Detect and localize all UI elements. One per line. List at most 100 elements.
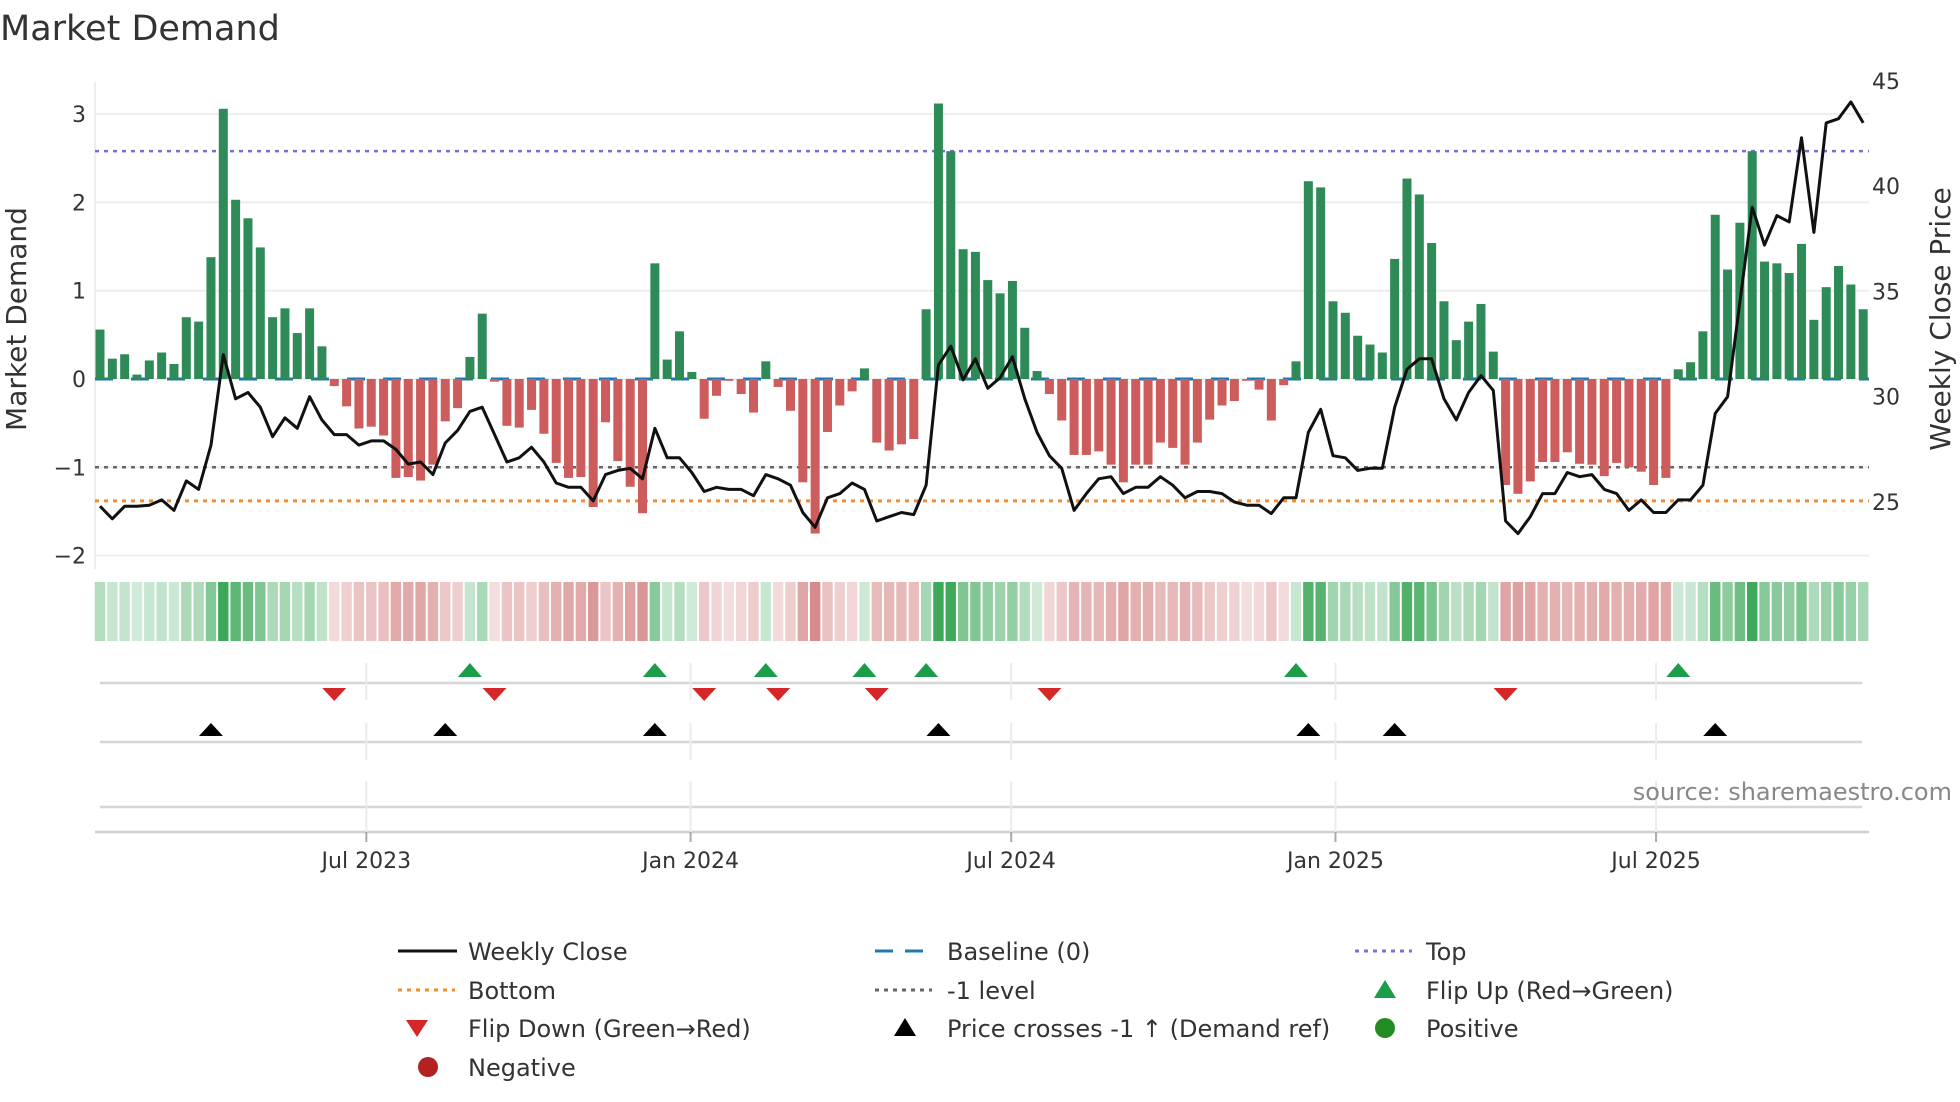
demand-bar — [428, 379, 438, 465]
strip-cell — [341, 582, 352, 641]
x-tick-label: Jul 2024 — [964, 849, 1056, 874]
strip-cell — [834, 582, 845, 641]
demand-bar — [995, 293, 1005, 379]
demand-bar — [416, 379, 426, 481]
demand-bar — [1106, 379, 1116, 465]
strip-cell — [883, 582, 895, 641]
legend-label: Flip Up (Red→Green) — [1426, 977, 1674, 1005]
demand-bar — [588, 379, 598, 508]
demand-bar — [1599, 379, 1609, 477]
legend-item-bottom[interactable]: Bottom — [398, 977, 556, 1005]
strip-cell — [1130, 582, 1141, 641]
y-tick-label: 0 — [72, 368, 86, 393]
demand-bar — [169, 363, 179, 379]
strip-cell — [1525, 582, 1536, 641]
demand-bar — [1242, 379, 1252, 381]
strip-cell — [144, 582, 155, 641]
strip-cell — [107, 582, 118, 641]
strip-cell — [366, 582, 377, 641]
strip-cell — [1821, 582, 1832, 641]
strip-cell — [760, 582, 772, 641]
strip-cell — [649, 582, 661, 641]
legend-item-weekly-close[interactable]: Weekly Close — [398, 938, 628, 966]
strip-cell — [1537, 582, 1548, 641]
strip-cell — [1278, 582, 1289, 641]
legend-item-positive[interactable]: Positive — [1375, 1015, 1519, 1043]
strip-cell — [822, 582, 833, 641]
strip-cell — [1155, 582, 1166, 641]
flip-down-marker — [482, 688, 507, 701]
demand-bar — [687, 371, 697, 379]
demand-bar — [675, 331, 685, 379]
strip-cell — [982, 582, 993, 641]
strip-cell — [1673, 582, 1684, 641]
flip-down-marker — [692, 688, 717, 701]
demand-bar — [613, 379, 623, 462]
legend-item-flip-up[interactable]: Flip Up (Red→Green) — [1374, 977, 1674, 1005]
demand-bar — [1303, 181, 1313, 379]
triangle-up-icon — [1374, 980, 1396, 998]
legend-item-minus-one[interactable]: -1 level — [875, 977, 1036, 1005]
y2-tick-label: 25 — [1872, 491, 1900, 516]
strip-cell — [316, 582, 328, 641]
strip-cell — [1377, 582, 1388, 641]
demand-bar — [1254, 379, 1264, 390]
strip-cell — [575, 582, 587, 641]
gridlines — [94, 82, 1869, 569]
demand-bar — [453, 379, 463, 409]
legend-item-flip-down[interactable]: Flip Down (Green→Red) — [406, 1015, 751, 1043]
demand-bar — [1673, 369, 1683, 379]
demand-bar — [194, 321, 204, 379]
strip-cell — [1167, 582, 1178, 641]
strip-cell — [1364, 582, 1376, 641]
demand-bar — [1069, 379, 1079, 455]
demand-bar — [490, 379, 500, 382]
strip-cell — [1327, 582, 1339, 641]
strip-cell — [1685, 582, 1696, 641]
strip-cell — [464, 582, 476, 641]
legend-label: Baseline (0) — [947, 938, 1090, 966]
demand-bar — [342, 379, 352, 407]
strip-cell — [1056, 582, 1067, 641]
legend-item-negative[interactable]: Negative — [418, 1054, 576, 1082]
triangle-up-icon — [894, 1018, 916, 1036]
right-axis-ticks: 45 40 35 30 25 — [1872, 70, 1900, 516]
strip-cell — [1833, 582, 1844, 641]
price-cross-marker — [1296, 723, 1321, 736]
demand-bar — [921, 309, 931, 379]
demand-bar — [1427, 243, 1437, 379]
demand-bar — [638, 379, 648, 514]
legend-item-price-cross[interactable]: Price crosses -1 ↑ (Demand ref) — [894, 1015, 1330, 1043]
demand-bars — [95, 103, 1868, 534]
price-cross-marker — [433, 723, 458, 736]
strip-cell — [588, 582, 599, 641]
strip-cell — [797, 582, 809, 641]
flip-up-marker — [1666, 663, 1691, 677]
y-tick-label: 1 — [72, 280, 86, 305]
strip-cell — [1204, 582, 1215, 641]
strip-cell — [1623, 582, 1635, 641]
x-tick-label: Jul 2025 — [1609, 849, 1701, 874]
legend-item-top[interactable]: Top — [1355, 938, 1467, 966]
demand-bar — [1575, 379, 1585, 464]
legend-label: Positive — [1426, 1015, 1519, 1043]
strip-cell — [1710, 582, 1721, 641]
strip-cell — [1315, 582, 1326, 641]
demand-bar — [958, 249, 968, 379]
price-cross-marker — [926, 723, 951, 736]
demand-bar — [1821, 287, 1831, 379]
strip-cell — [1845, 582, 1857, 641]
demand-bar — [1809, 319, 1819, 379]
strip-cell — [871, 582, 882, 641]
strip-cell — [1290, 582, 1302, 641]
strip-cell — [1636, 582, 1647, 641]
demand-bar — [1784, 273, 1794, 379]
strip-cell — [994, 582, 1006, 641]
legend-item-baseline[interactable]: Baseline (0) — [875, 938, 1090, 966]
strip-cell — [526, 582, 537, 641]
demand-bar — [773, 379, 783, 387]
x-tick-label: Jan 2024 — [640, 849, 739, 874]
price-cross-marker — [1703, 723, 1728, 736]
strip-cell — [489, 582, 500, 641]
strip-cell — [945, 582, 956, 641]
